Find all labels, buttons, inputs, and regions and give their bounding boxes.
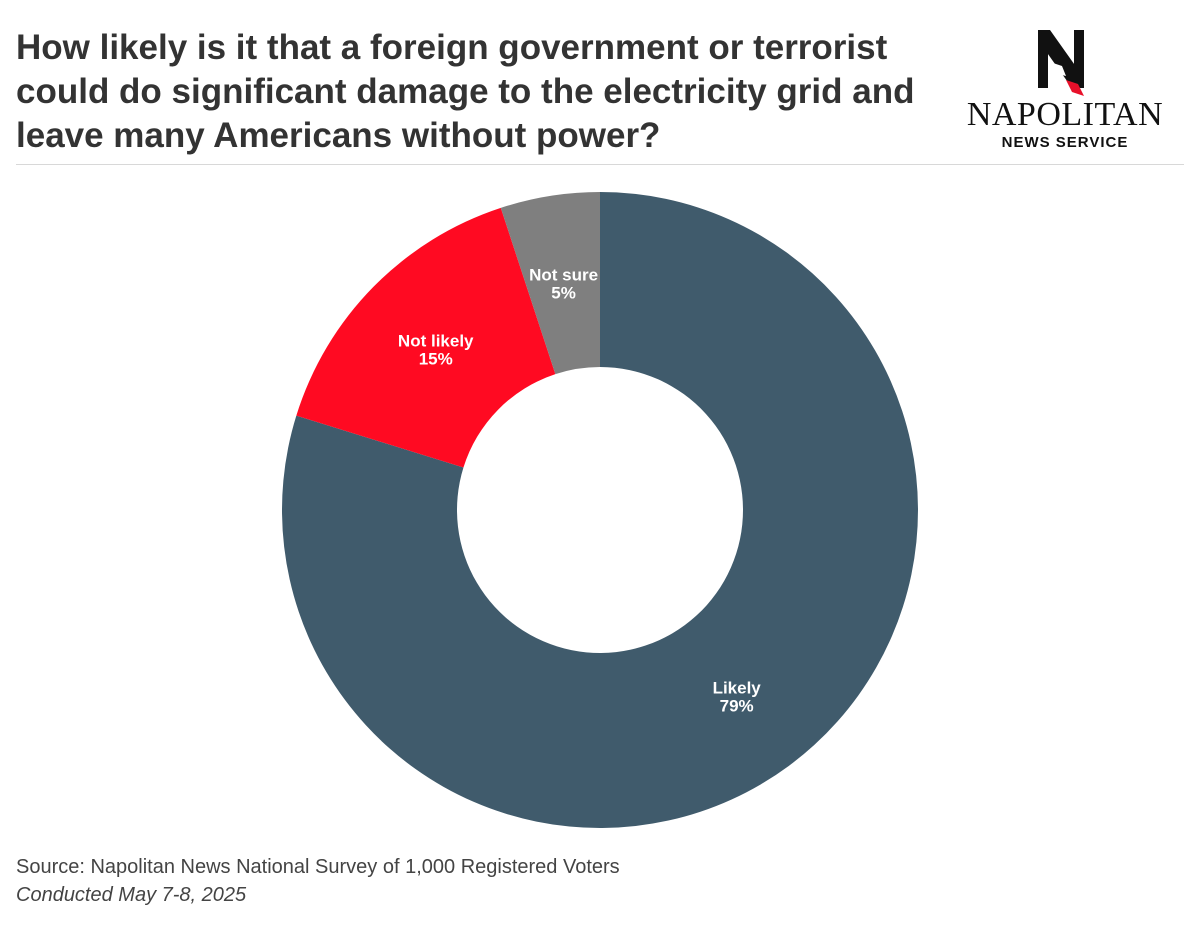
slice-label-not-sure: Not sure 5%	[529, 265, 598, 302]
slice-label-not-likely: Not likely 15%	[398, 331, 474, 368]
donut-slice-likely	[281, 192, 918, 828]
donut-slice-not-likely	[296, 207, 556, 468]
chart-title: How likely is it that a foreign governme…	[16, 28, 915, 155]
source-note: Source: Napolitan News National Survey o…	[16, 856, 620, 878]
slice-label-likely: Likely 79%	[713, 679, 762, 716]
donut-slice-not-sure	[500, 192, 600, 375]
logo-subtitle: NEWS SERVICE	[1001, 134, 1129, 151]
logo-name: NAPOLITAN	[966, 96, 1164, 133]
conducted-date: Conducted May 7-8, 2025	[16, 884, 247, 906]
header-divider	[16, 164, 1184, 165]
napolitan-logo: NAPOLITAN NEWS SERVICE	[960, 26, 1170, 156]
napolitan-n-eagle-icon	[1038, 30, 1084, 96]
